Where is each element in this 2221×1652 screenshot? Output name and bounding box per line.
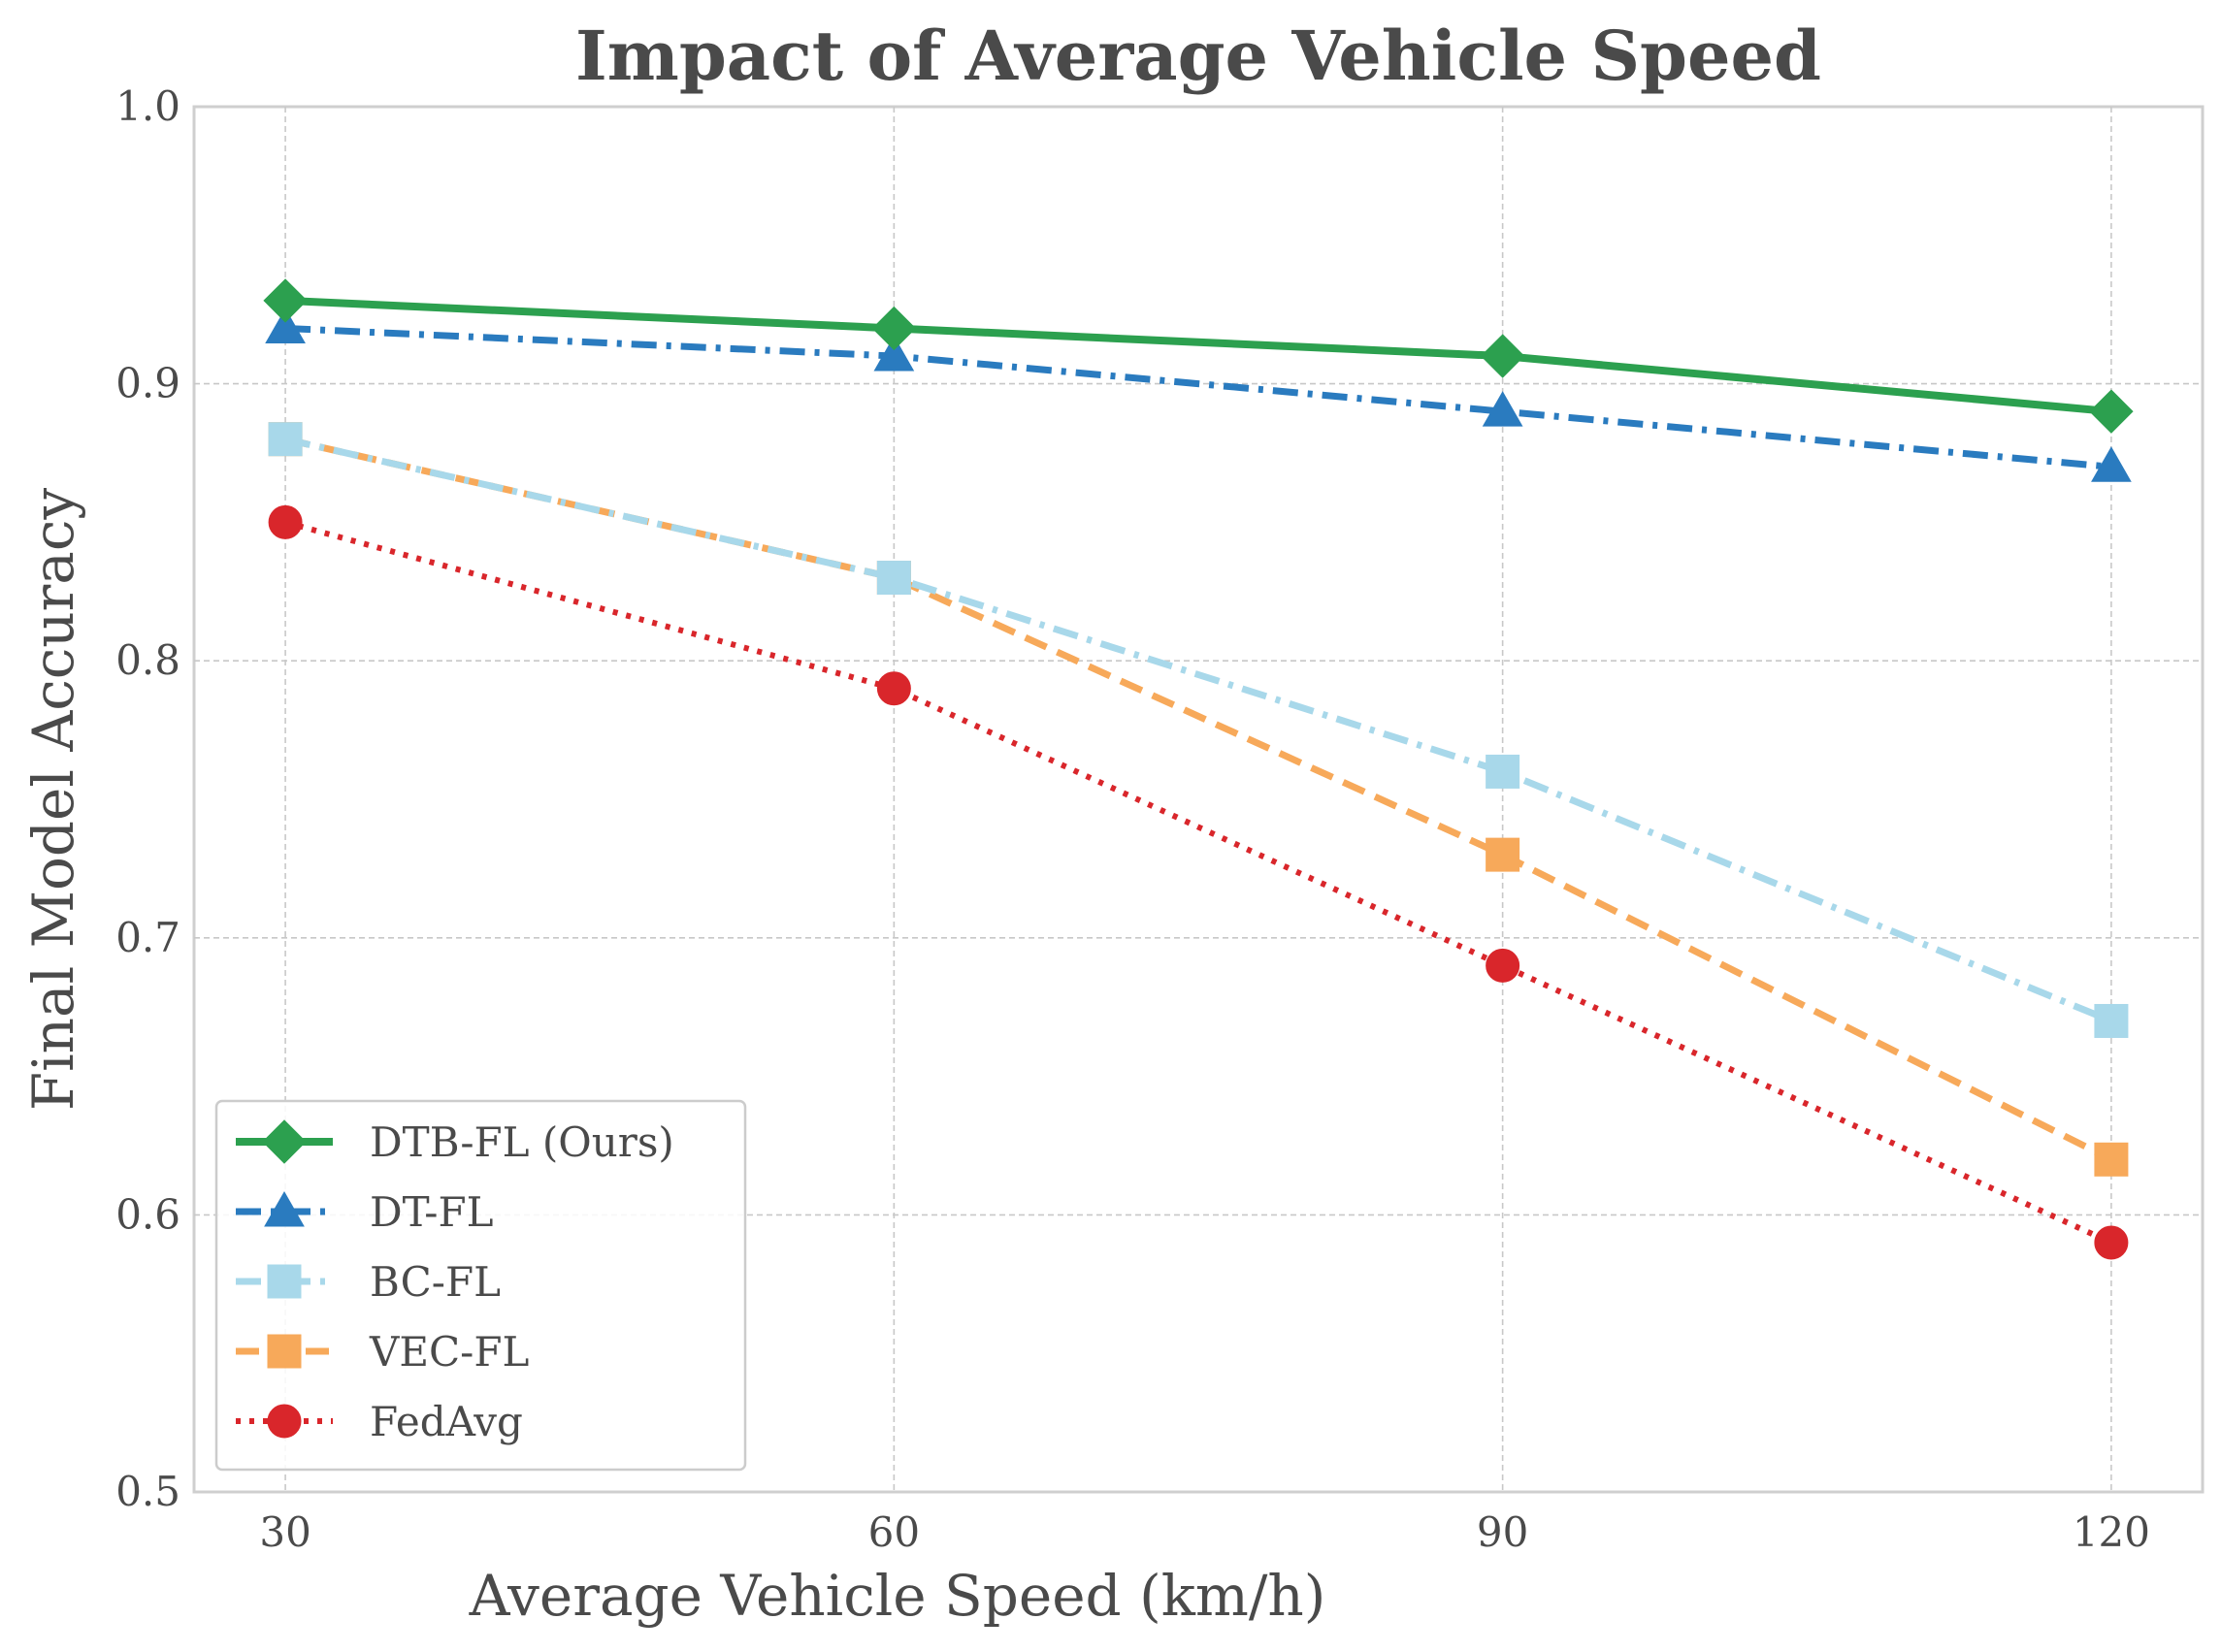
legend-item: FedAvg bbox=[236, 1398, 523, 1445]
x-axis-label: Average Vehicle Speed (km/h) bbox=[469, 1563, 1326, 1629]
y-axis-label: Final Model Accuracy bbox=[20, 488, 86, 1111]
y-tick-label: 1.0 bbox=[115, 82, 180, 130]
legend-marker bbox=[267, 1404, 302, 1439]
y-axis-ticks: 0.5 0.6 0.7 0.8 0.9 1.0 bbox=[115, 82, 180, 1515]
data-point bbox=[1482, 391, 1523, 427]
legend: DTB-FL (Ours) DT-FL BC-FL VEC-FL FedAvg bbox=[214, 1099, 747, 1472]
series bbox=[263, 278, 2134, 1260]
data-point bbox=[268, 422, 303, 457]
series-bc-fl bbox=[268, 422, 2129, 1038]
x-axis-ticks: 30 60 90 120 bbox=[259, 1508, 2150, 1556]
data-point bbox=[1486, 837, 1520, 872]
legend-label: BC-FL bbox=[370, 1258, 501, 1306]
data-point bbox=[2089, 389, 2134, 434]
legend-label: VEC-FL bbox=[369, 1328, 529, 1376]
legend-label: DT-FL bbox=[370, 1188, 494, 1236]
y-tick-label: 0.6 bbox=[115, 1190, 180, 1238]
data-point bbox=[2094, 1225, 2129, 1260]
data-point bbox=[2091, 446, 2132, 482]
chart-title: Impact of Average Vehicle Speed bbox=[575, 16, 1821, 96]
series-vec-fl bbox=[268, 422, 2129, 1177]
legend-item: BC-FL bbox=[236, 1258, 501, 1306]
data-point bbox=[873, 336, 915, 372]
data-point bbox=[1486, 948, 1520, 983]
data-point bbox=[1486, 754, 1520, 789]
y-tick-label: 0.5 bbox=[115, 1468, 180, 1515]
grid bbox=[194, 107, 2203, 1492]
data-point bbox=[2094, 1142, 2129, 1177]
series-fedavg bbox=[268, 504, 2129, 1260]
series-line bbox=[284, 436, 2113, 1024]
x-tick-label: 30 bbox=[259, 1508, 310, 1556]
series-line bbox=[284, 436, 2113, 1163]
series-line bbox=[284, 519, 2113, 1246]
data-point bbox=[265, 308, 306, 343]
x-tick-label: 60 bbox=[868, 1508, 920, 1556]
data-point bbox=[876, 671, 911, 706]
series-line bbox=[284, 324, 2112, 470]
data-point bbox=[871, 306, 917, 351]
data-point bbox=[876, 561, 911, 596]
legend-marker bbox=[267, 1264, 302, 1299]
series-dtb-fl-ours bbox=[263, 278, 2134, 434]
legend-marker bbox=[262, 1119, 307, 1164]
legend-item: VEC-FL bbox=[236, 1328, 529, 1376]
legend-label: DTB-FL (Ours) bbox=[370, 1118, 674, 1166]
x-tick-label: 120 bbox=[2073, 1508, 2150, 1556]
data-point bbox=[268, 504, 303, 539]
data-point bbox=[2094, 1003, 2129, 1038]
data-point bbox=[263, 278, 308, 323]
legend-box bbox=[214, 1099, 747, 1472]
y-tick-label: 0.8 bbox=[115, 636, 180, 684]
y-tick-label: 0.7 bbox=[115, 914, 180, 961]
x-tick-label: 90 bbox=[1477, 1508, 1528, 1556]
legend-label: FedAvg bbox=[370, 1398, 523, 1445]
legend-marker bbox=[267, 1334, 302, 1369]
legend-item: DT-FL bbox=[236, 1188, 494, 1236]
legend-marker bbox=[264, 1190, 305, 1227]
series-dt-fl bbox=[265, 308, 2132, 482]
plot-frame bbox=[192, 105, 2205, 1494]
legend-item: DTB-FL (Ours) bbox=[236, 1118, 674, 1166]
data-point bbox=[1480, 334, 1525, 378]
series-line bbox=[284, 296, 2112, 416]
y-tick-label: 0.9 bbox=[115, 360, 180, 407]
